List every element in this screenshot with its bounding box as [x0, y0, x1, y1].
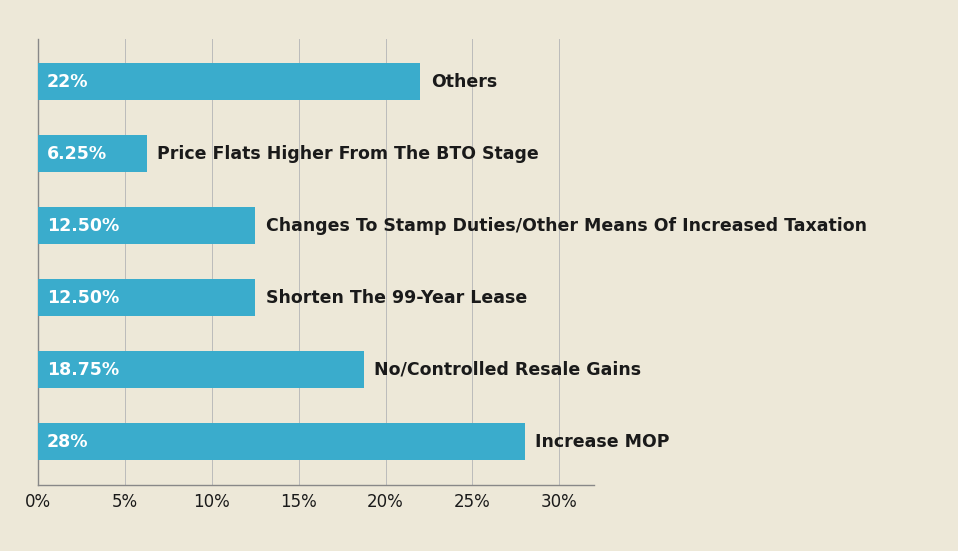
Bar [38, 279, 256, 316]
Text: Shorten The 99-Year Lease: Shorten The 99-Year Lease [265, 289, 527, 307]
Text: 12.50%: 12.50% [47, 217, 119, 235]
Text: 22%: 22% [47, 73, 88, 91]
Text: No/Controlled Resale Gains: No/Controlled Resale Gains [375, 361, 642, 379]
Text: Changes To Stamp Duties/Other Means Of Increased Taxation: Changes To Stamp Duties/Other Means Of I… [265, 217, 867, 235]
Bar [38, 63, 421, 100]
Bar [38, 351, 364, 388]
Text: Others: Others [431, 73, 497, 91]
Bar [38, 423, 525, 461]
Text: 28%: 28% [47, 433, 88, 451]
Text: 18.75%: 18.75% [47, 361, 119, 379]
Text: Price Flats Higher From The BTO Stage: Price Flats Higher From The BTO Stage [157, 145, 539, 163]
Bar [38, 135, 147, 172]
Bar [38, 207, 256, 245]
Text: 12.50%: 12.50% [47, 289, 119, 307]
Text: Increase MOP: Increase MOP [535, 433, 670, 451]
Text: 6.25%: 6.25% [47, 145, 107, 163]
